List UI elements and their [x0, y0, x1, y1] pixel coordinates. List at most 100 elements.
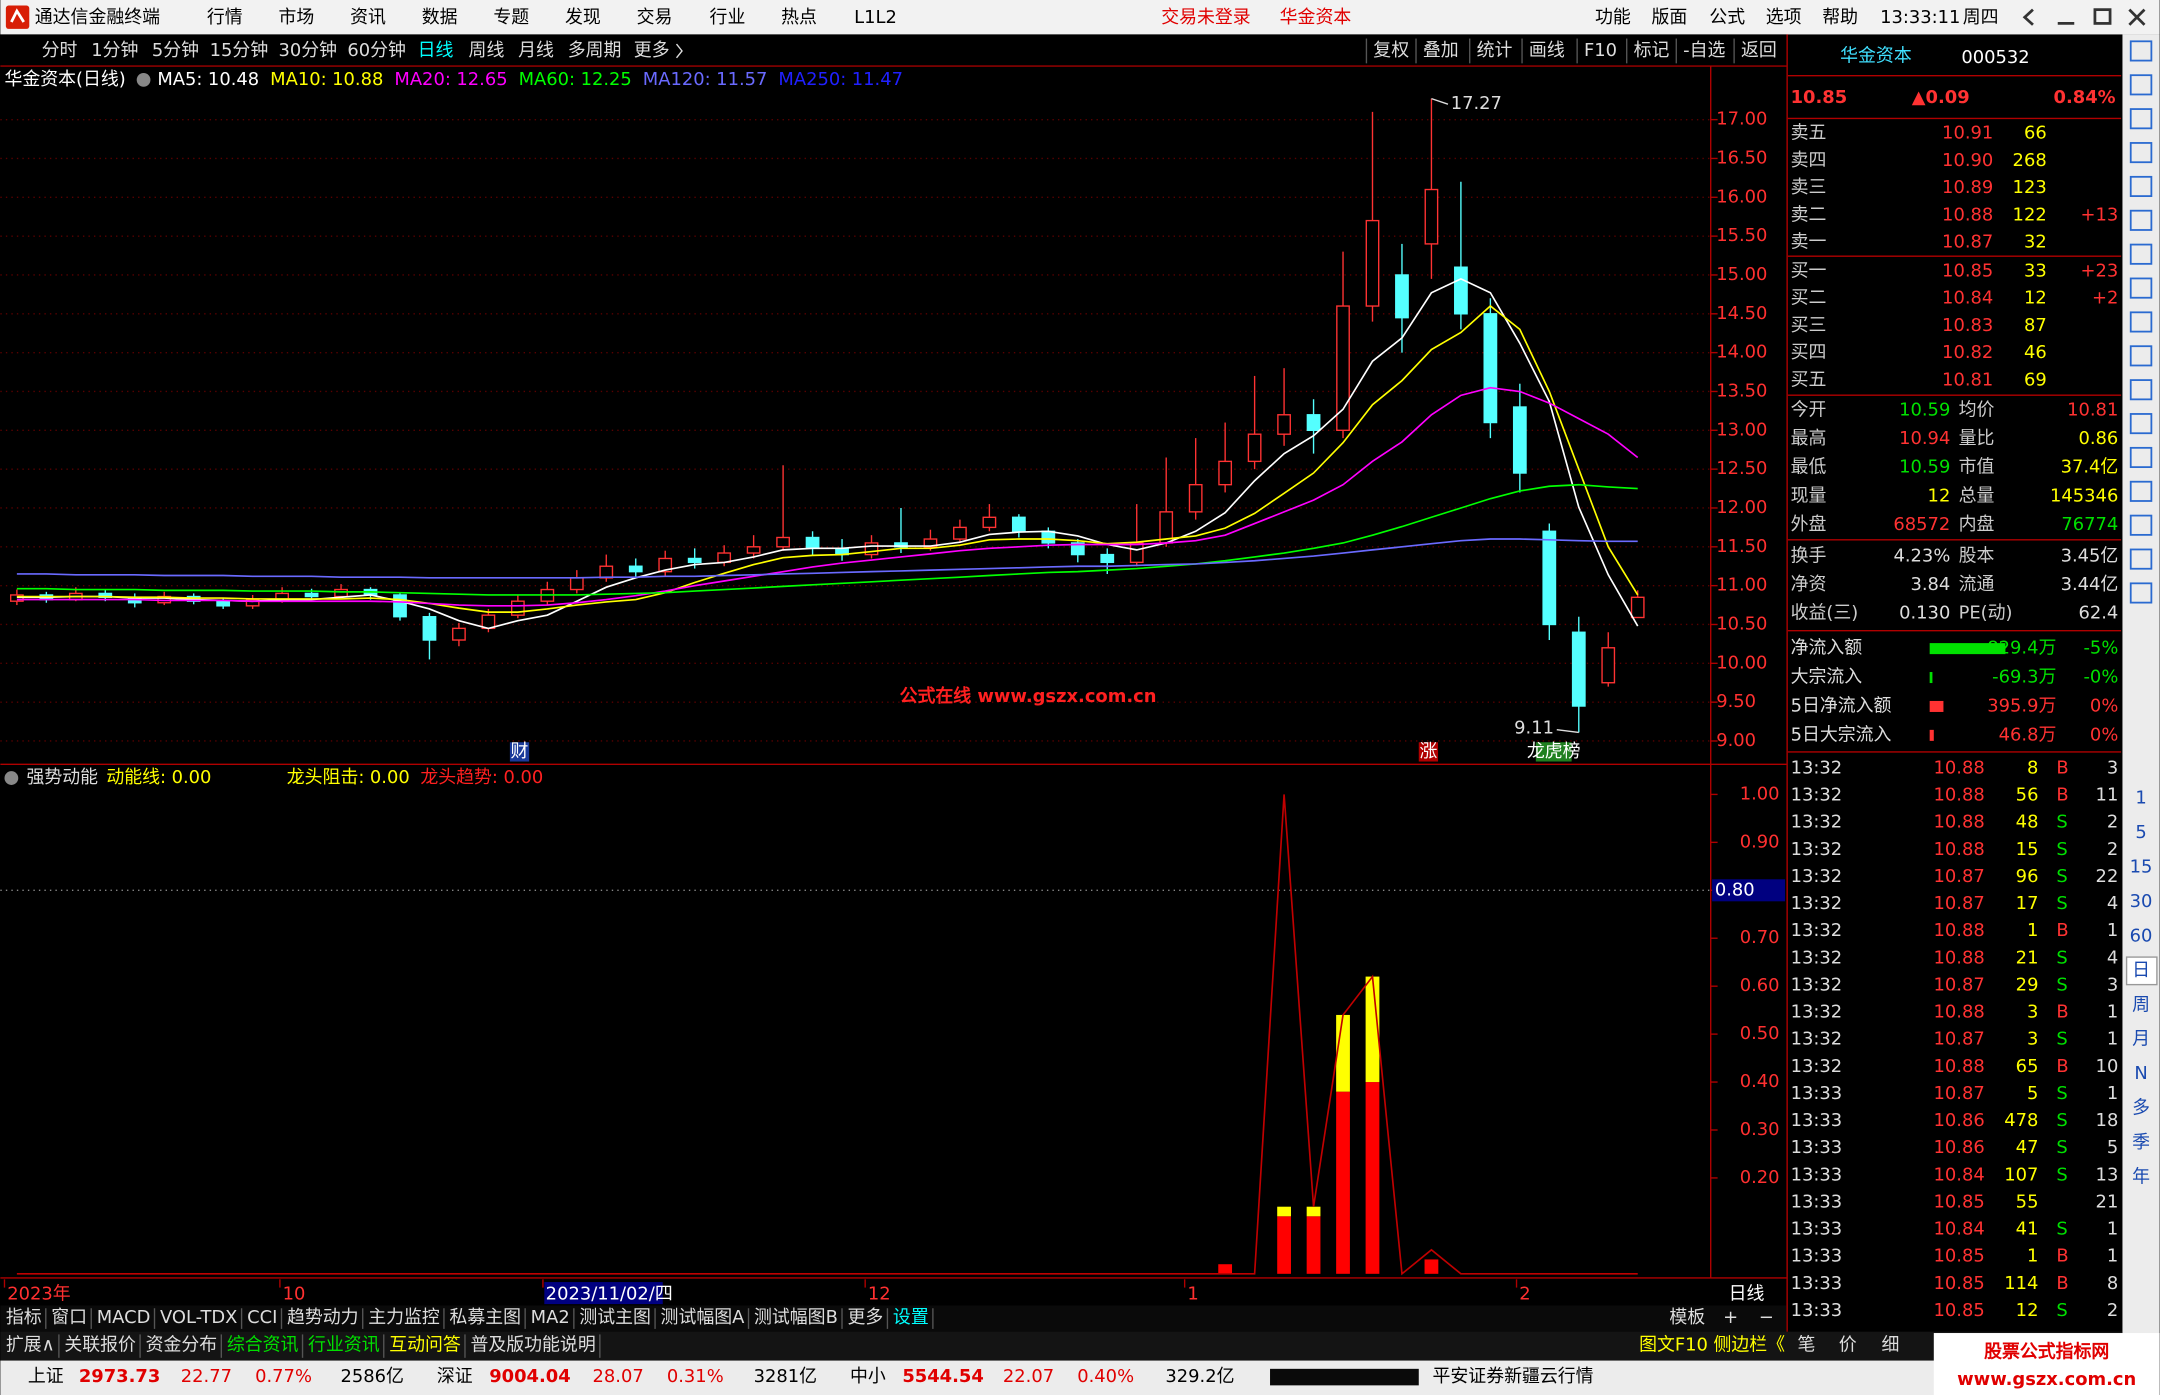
menu-item[interactable]: 帮助 — [1822, 7, 1858, 28]
info-tool[interactable]: 笔 — [1797, 1334, 1815, 1355]
period-shortcut[interactable]: 5 — [2135, 822, 2146, 843]
indicator-tab[interactable]: 主力监控 — [368, 1307, 440, 1328]
period-shortcut[interactable]: 年 — [2132, 1166, 2150, 1187]
info-tab[interactable]: 扩展∧ — [6, 1334, 55, 1355]
info-tab[interactable]: 普及版功能说明 — [470, 1334, 595, 1355]
info-tool[interactable]: 细 — [1881, 1334, 1899, 1355]
tool-icon[interactable] — [2129, 514, 2153, 536]
period-shortcut[interactable]: 30 — [2130, 891, 2153, 912]
menu-item[interactable]: L1L2 — [854, 7, 897, 28]
tool-icon[interactable] — [2129, 345, 2153, 367]
period-shortcut[interactable]: 日 — [2132, 960, 2150, 981]
template-button[interactable]: − — [1759, 1307, 1774, 1328]
indicator-tab[interactable]: 设置 — [893, 1307, 929, 1328]
tool-icon[interactable] — [2129, 277, 2153, 299]
period-tab[interactable]: 30分钟 — [279, 40, 338, 61]
info-tab[interactable]: 关联报价 — [64, 1334, 136, 1355]
tool-button[interactable]: 返回 — [1741, 40, 1777, 61]
period-tab[interactable]: 周线 — [469, 40, 505, 61]
menu-item[interactable]: 选项 — [1766, 7, 1802, 28]
info-tool[interactable]: 价 — [1839, 1334, 1857, 1355]
event-marker[interactable] — [509, 742, 530, 762]
period-tab[interactable]: 60分钟 — [347, 40, 406, 61]
menu-item[interactable]: 行情 — [207, 7, 243, 28]
tool-icon[interactable] — [2129, 413, 2153, 435]
indicator-tab[interactable]: CCI — [247, 1307, 277, 1328]
menu-item[interactable]: 资讯 — [350, 7, 386, 28]
menu-item[interactable]: 交易 — [637, 7, 673, 28]
tool-button[interactable]: 叠加 — [1423, 40, 1459, 61]
tool-button[interactable]: 画线 — [1529, 40, 1565, 61]
period-tab[interactable]: 15分钟 — [210, 40, 269, 61]
indicator-tab[interactable]: VOL-TDX — [160, 1307, 237, 1328]
menu-item[interactable]: 版面 — [1651, 7, 1687, 28]
period-tab[interactable]: 5分钟 — [152, 40, 199, 61]
tool-icon[interactable] — [2129, 74, 2153, 96]
restore-button[interactable] — [2093, 8, 2112, 25]
period-shortcut[interactable]: 周 — [2132, 994, 2150, 1015]
indicator-tab[interactable]: MACD — [97, 1307, 151, 1328]
tool-icon[interactable] — [2129, 108, 2153, 130]
tool-icon[interactable] — [2129, 480, 2153, 502]
tool-button[interactable]: 复权 — [1373, 40, 1409, 61]
indicator-tab[interactable]: 测试幅图B — [754, 1307, 838, 1328]
tool-icon[interactable] — [2129, 209, 2153, 231]
period-shortcut[interactable]: 60 — [2130, 925, 2153, 946]
indicator-tab[interactable]: 测试主图 — [579, 1307, 651, 1328]
indicator-tab[interactable]: 私募主图 — [449, 1307, 521, 1328]
template-button[interactable]: + — [1723, 1307, 1738, 1328]
info-tab[interactable]: 资金分布 — [146, 1334, 218, 1355]
tool-icon[interactable] — [2129, 40, 2153, 62]
event-marker[interactable] — [1535, 742, 1572, 762]
info-tool[interactable]: 侧边栏《 — [1713, 1334, 1785, 1355]
tool-icon[interactable] — [2129, 379, 2153, 401]
period-shortcut[interactable]: 月 — [2132, 1029, 2150, 1050]
event-marker-text[interactable]: 龙虎榜 — [1527, 741, 1581, 762]
indicator-tab[interactable]: 测试幅图A — [661, 1307, 746, 1328]
period-shortcut[interactable]: 15 — [2130, 857, 2153, 878]
tool-icon[interactable] — [2129, 175, 2153, 197]
back-button[interactable] — [2022, 8, 2034, 26]
info-tab[interactable]: 行业资讯 — [308, 1334, 380, 1355]
menu-item[interactable]: 热点 — [781, 7, 817, 28]
menu-item[interactable]: 市场 — [279, 7, 315, 28]
info-tab[interactable]: 互动问答 — [389, 1334, 461, 1355]
indicator-tab[interactable]: 指标 — [6, 1307, 42, 1328]
info-tool[interactable]: 图文F10 — [1639, 1334, 1708, 1355]
menu-item[interactable]: 发现 — [565, 7, 601, 28]
tool-icon[interactable] — [2129, 582, 2153, 604]
menu-item[interactable]: 功能 — [1595, 7, 1631, 28]
menu-item[interactable]: 专题 — [493, 7, 529, 28]
period-tab[interactable]: 日线 — [418, 40, 454, 61]
period-tab[interactable]: 更多 — [634, 40, 670, 61]
menu-item[interactable]: 数据 — [422, 7, 458, 28]
settings-icon[interactable] — [136, 72, 151, 87]
status-text[interactable]: 交易未登录 — [1161, 7, 1251, 28]
tool-icon[interactable] — [2129, 548, 2153, 570]
period-shortcut[interactable]: 季 — [2132, 1132, 2150, 1153]
event-marker-text[interactable]: 财 — [511, 741, 529, 762]
menu-item[interactable]: 行业 — [710, 7, 746, 28]
event-marker[interactable] — [1418, 742, 1439, 762]
tool-button[interactable]: 标记 — [1634, 40, 1670, 61]
status-text[interactable]: 华金资本 — [1280, 7, 1352, 28]
period-shortcut[interactable]: 1 — [2135, 788, 2146, 809]
tool-button[interactable]: F10 — [1584, 40, 1617, 61]
template-button[interactable]: 模板 — [1669, 1307, 1705, 1328]
period-tab[interactable]: 月线 — [518, 40, 554, 61]
period-shortcut[interactable]: 多 — [2132, 1098, 2150, 1119]
tool-button[interactable]: -自选 — [1683, 40, 1725, 61]
tool-button[interactable]: 统计 — [1477, 40, 1513, 61]
tool-icon[interactable] — [2129, 243, 2153, 265]
event-marker-text[interactable]: 涨 — [1419, 741, 1437, 762]
period-shortcut[interactable]: N — [2134, 1063, 2147, 1084]
indicator-tab[interactable]: 趋势动力 — [287, 1307, 359, 1328]
tool-icon[interactable] — [2129, 311, 2153, 333]
menu-item[interactable]: 公式 — [1709, 7, 1745, 28]
indicator-tab[interactable]: MA2 — [531, 1307, 570, 1328]
info-tab[interactable]: 综合资讯 — [227, 1334, 299, 1355]
period-tab[interactable]: 多周期 — [568, 40, 622, 61]
tool-icon[interactable] — [2129, 142, 2153, 164]
tool-icon[interactable] — [2129, 446, 2153, 469]
indicator-tab[interactable]: 更多 — [848, 1307, 884, 1328]
